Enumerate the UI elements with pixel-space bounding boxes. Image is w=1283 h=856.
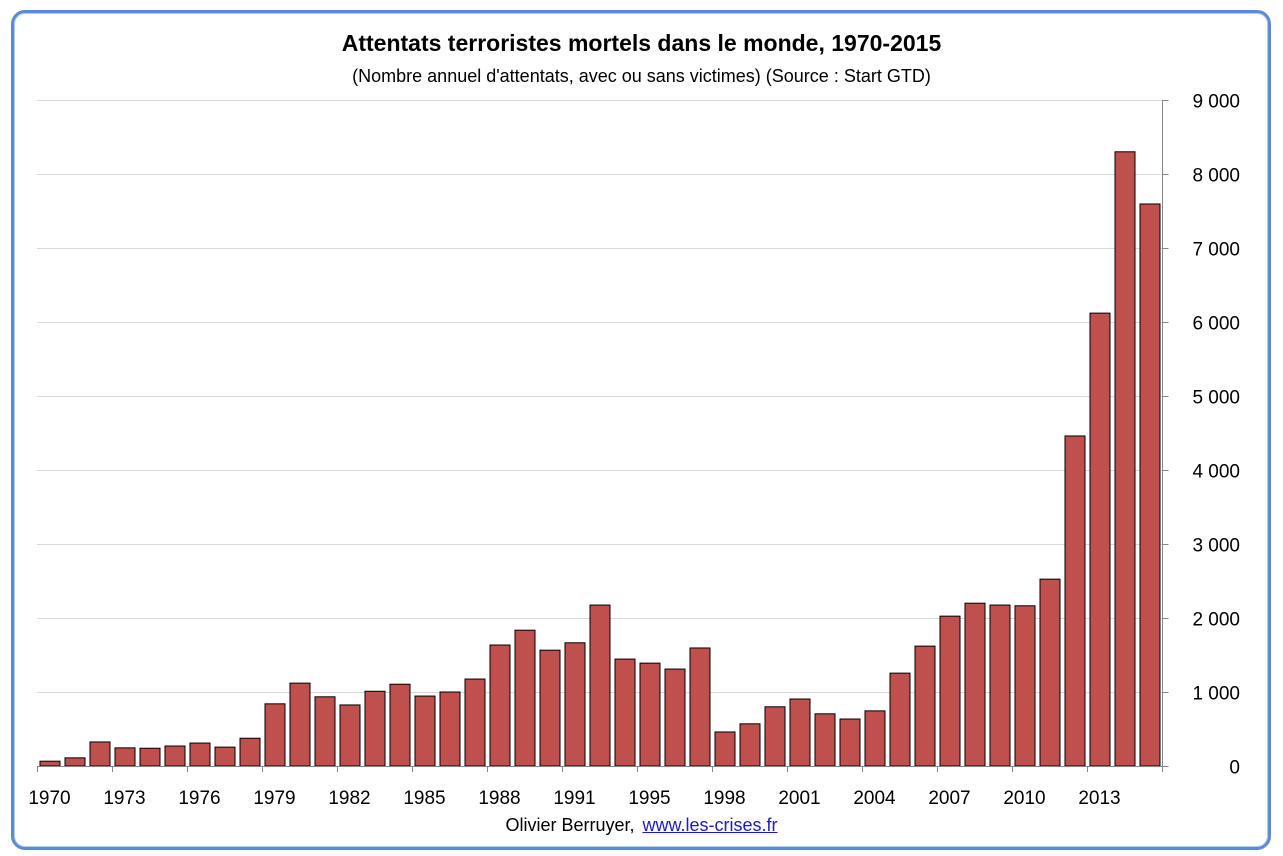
x-tick-label: 1982: [328, 788, 370, 809]
bar-1978: [239, 737, 261, 767]
bar-1986: [439, 691, 461, 767]
bar-1973: [114, 747, 136, 767]
bar-2003: [839, 718, 861, 767]
x-tick-label: 1979: [253, 788, 295, 809]
footer: Olivier Berruyer, www.les-crises.fr: [0, 812, 1283, 838]
y-tick-label: 9 000: [1192, 92, 1240, 113]
bar-2004: [864, 710, 886, 767]
bar-2014: [1114, 151, 1136, 767]
bar-1991: [564, 642, 586, 767]
y-tick-label: 8 000: [1192, 166, 1240, 187]
bar-2009: [989, 604, 1011, 767]
x-tick-label: 1973: [103, 788, 145, 809]
x-tick-label: 1998: [703, 788, 745, 809]
bar-1998: [714, 731, 736, 767]
bar-1992: [589, 604, 611, 767]
bar-2005: [889, 672, 911, 767]
bar-1988: [489, 644, 511, 767]
bar-1995: [639, 662, 661, 767]
bar-1987: [464, 678, 486, 767]
y-tick-label: 5 000: [1192, 388, 1240, 409]
x-tick-label: 1970: [28, 788, 70, 809]
bar-1974: [139, 747, 161, 767]
axes: [37, 100, 1169, 772]
y-tick-label: 1 000: [1192, 684, 1240, 705]
bar-2007: [939, 615, 961, 767]
bar-2006: [914, 645, 936, 767]
bar-1985: [414, 695, 436, 767]
bar-2008: [964, 602, 986, 767]
bar-1999: [739, 723, 761, 767]
bar-1979: [264, 703, 286, 767]
bar-1990: [539, 649, 561, 767]
x-tick-label: 1988: [478, 788, 520, 809]
bar-1983: [364, 690, 386, 767]
x-tick-label: 2013: [1078, 788, 1120, 809]
bar-1972: [89, 741, 111, 767]
x-tick-label: 2001: [778, 788, 820, 809]
bar-2011: [1039, 578, 1061, 767]
y-tick-label: 6 000: [1192, 314, 1240, 335]
x-tick-label: 1991: [553, 788, 595, 809]
y-tick-label: 0: [1229, 758, 1240, 779]
y-tick-label: 4 000: [1192, 462, 1240, 483]
x-tick-label: 1995: [628, 788, 670, 809]
footer-link[interactable]: www.les-crises.fr: [642, 815, 778, 835]
bar-2015: [1139, 203, 1161, 767]
bar-1989: [514, 629, 536, 767]
y-tick-label: 2 000: [1192, 610, 1240, 631]
footer-author: Olivier Berruyer,: [505, 815, 635, 835]
bar-1994: [614, 658, 636, 767]
x-tick-label: 2007: [928, 788, 970, 809]
bar-1980: [289, 682, 311, 767]
x-tick-label: 2004: [853, 788, 896, 809]
bars: [39, 151, 1161, 767]
tick-labels: 0 1 000 2 000 3 000 4 000 5 000 6 000 7 000 8 00…: [28, 92, 1240, 810]
chart-subtitle: (Nombre annuel d'attentats, avec ou sans…: [352, 66, 931, 86]
x-tick-label: 1976: [178, 788, 220, 809]
gridlines: [37, 100, 1162, 693]
bar-1982: [339, 704, 361, 767]
bar-1971: [64, 757, 86, 767]
bar-1975: [164, 745, 186, 767]
bar-1996: [664, 668, 686, 767]
bar-1997: [689, 647, 711, 767]
bar-1984: [389, 683, 411, 767]
chart-title: Attentats terroristes mortels dans le mo…: [341, 30, 942, 56]
x-tick-label: 1985: [403, 788, 445, 809]
bar-1981: [314, 696, 336, 767]
bar-2010: [1014, 605, 1036, 767]
y-tick-label: 3 000: [1192, 536, 1240, 557]
bar-1976: [189, 742, 211, 767]
bar-2012: [1064, 435, 1086, 767]
x-tick-label: 2010: [1003, 788, 1045, 809]
y-tick-label: 7 000: [1192, 240, 1240, 261]
bar-1970: [39, 760, 61, 767]
bar-2013: [1089, 312, 1111, 767]
bar-2001: [789, 698, 811, 767]
bar-2002: [814, 713, 836, 767]
bar-1977: [214, 746, 236, 767]
bar-2000: [764, 706, 786, 767]
